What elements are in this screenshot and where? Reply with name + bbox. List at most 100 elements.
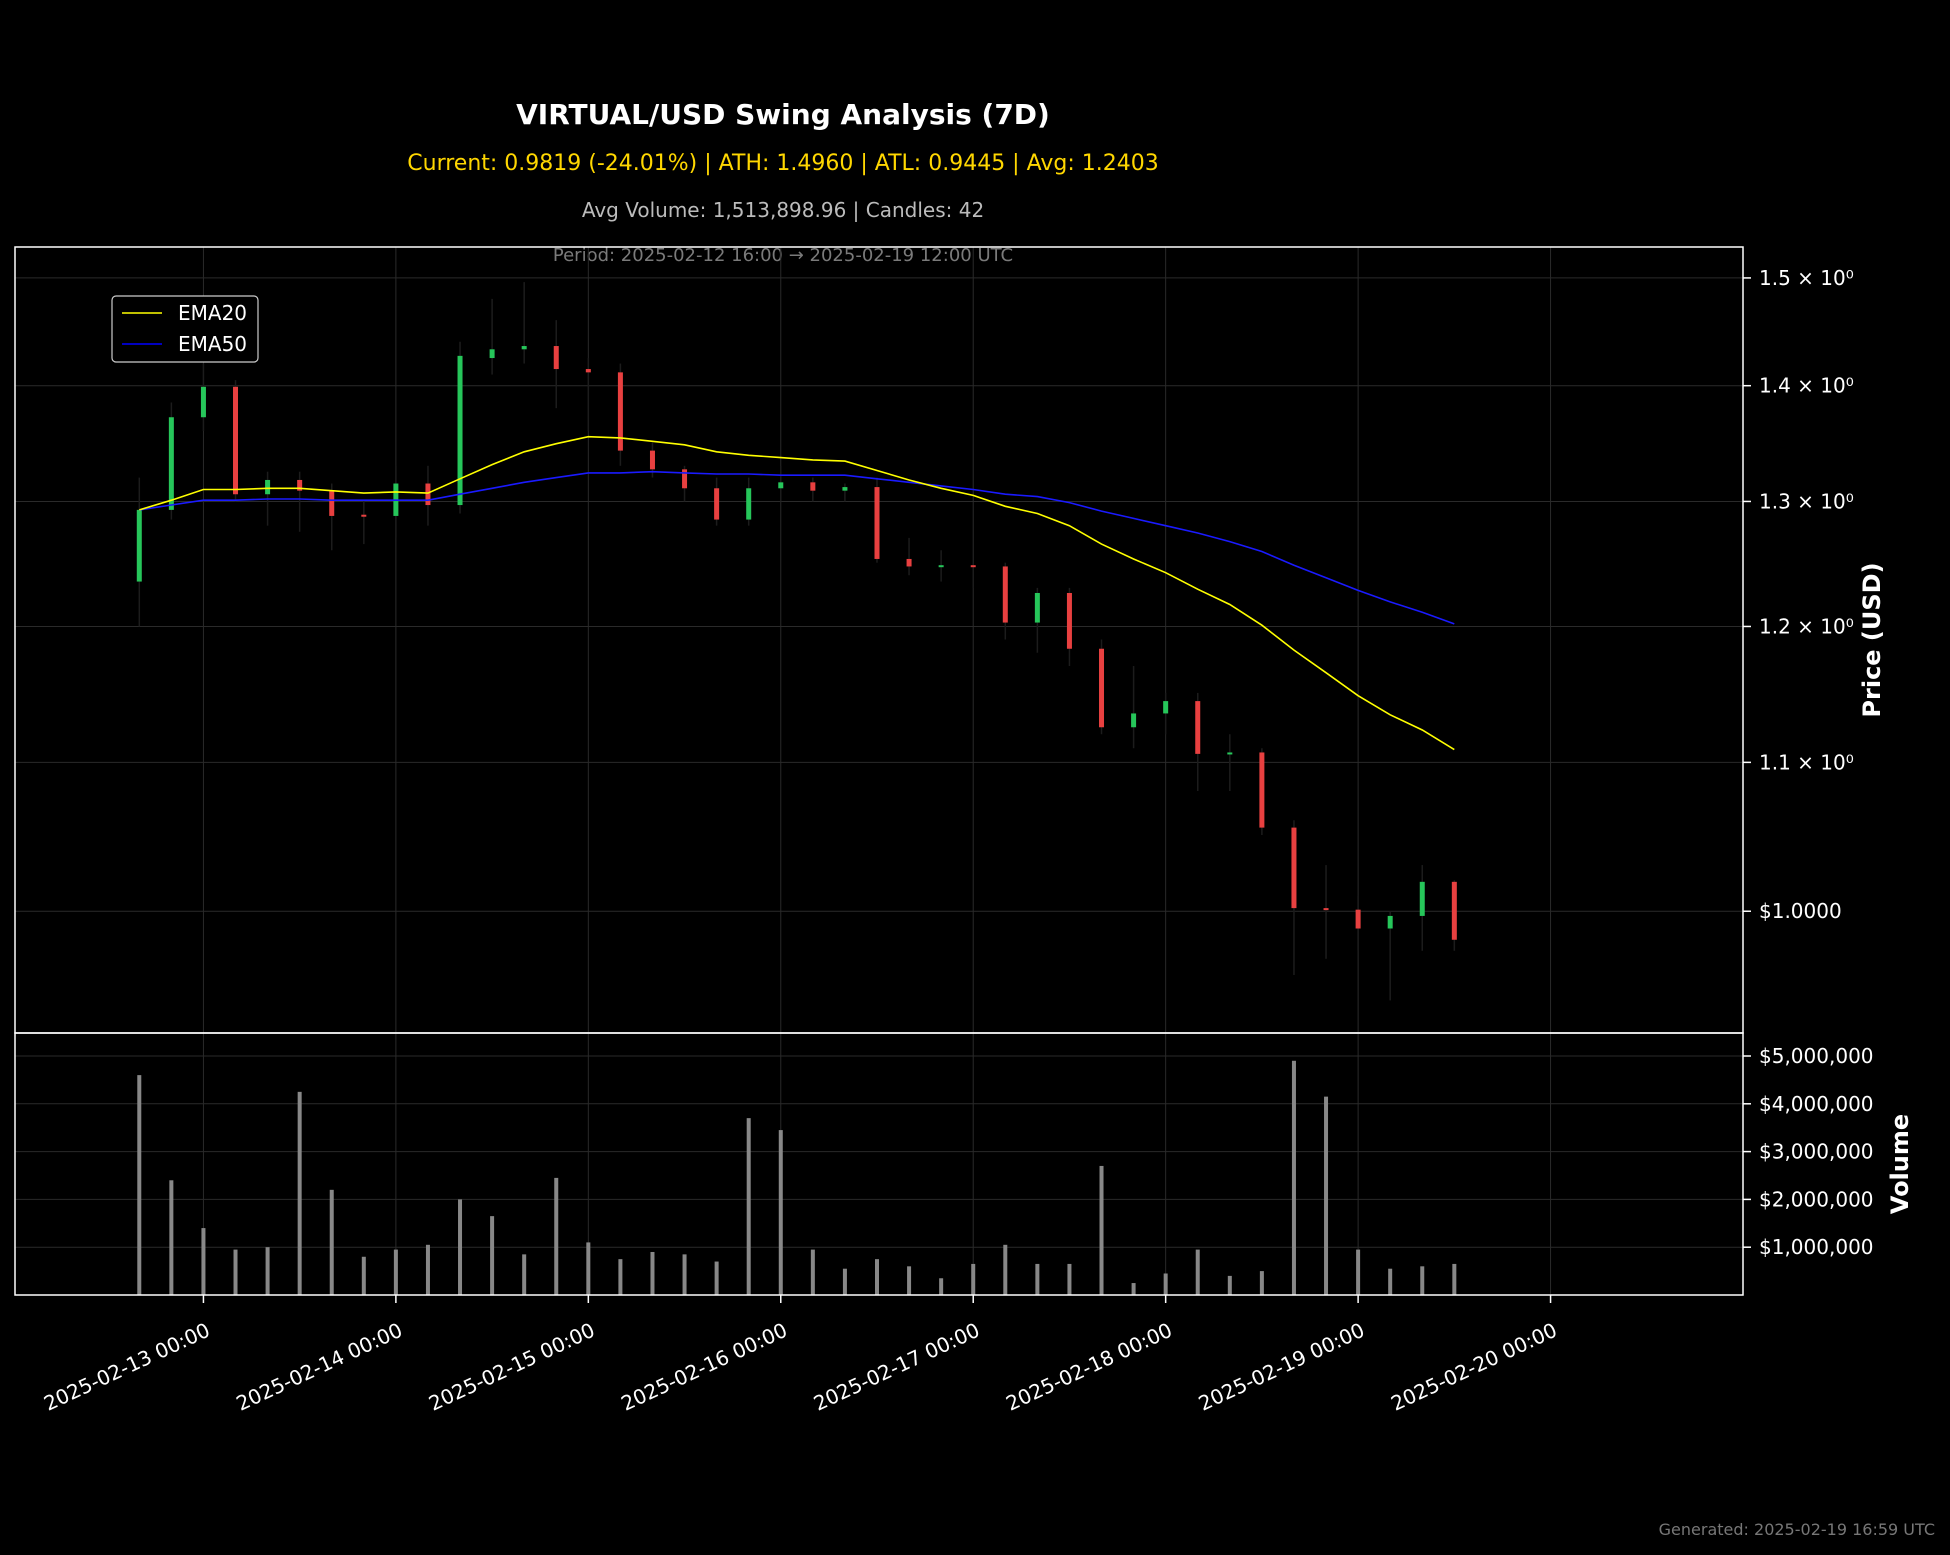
x-tick-label: 2025-02-18 00:00 (1002, 1318, 1175, 1416)
volume-bar (1195, 1249, 1200, 1295)
x-tick-label: 2025-02-16 00:00 (617, 1318, 790, 1416)
candle-up (136, 509, 142, 582)
candle-up (746, 488, 752, 520)
volume-bar (265, 1247, 270, 1295)
volume-bar (1452, 1263, 1457, 1295)
price-candles (136, 282, 1457, 1001)
candle-down (329, 490, 335, 516)
volume-bar (746, 1118, 751, 1295)
price-panel-frame (14, 246, 1744, 1034)
candle-up (1163, 701, 1169, 714)
plot-frames (14, 246, 1744, 1296)
candle-down (617, 372, 623, 451)
volume-bar (329, 1189, 334, 1295)
x-tick-label: 2025-02-14 00:00 (233, 1318, 406, 1416)
candle-down (1451, 881, 1457, 940)
candle-up (200, 386, 206, 418)
volume-bar (1420, 1266, 1425, 1295)
candle-down (649, 450, 655, 470)
candle-up (521, 346, 527, 350)
ema20-line (139, 435, 1455, 751)
price-tick-label: 1.5 × 10⁰ (1759, 266, 1854, 290)
x-tick-label: 2025-02-20 00:00 (1387, 1318, 1560, 1416)
candle-up (1131, 713, 1137, 728)
volume-bar (1356, 1249, 1361, 1295)
volume-bar (971, 1263, 976, 1295)
candle-up (938, 565, 944, 568)
price-tick-label: 1.3 × 10⁰ (1759, 489, 1854, 513)
candle-down (1002, 566, 1008, 623)
volume-bar (169, 1180, 174, 1295)
grid-lines (15, 247, 1743, 1295)
candle-up (457, 355, 463, 506)
volume-bar (233, 1249, 238, 1295)
ema50-line (139, 470, 1455, 625)
volume-bar (939, 1278, 944, 1295)
candle-down (1291, 827, 1297, 909)
candle-down (585, 369, 591, 373)
candle-up (778, 482, 784, 489)
candle-down (361, 514, 367, 517)
volume-bar (1163, 1273, 1168, 1295)
volume-bar (874, 1259, 879, 1295)
volume-subtitle: Avg Volume: 1,513,898.96 | Candles: 42 (581, 198, 985, 222)
candle-up (1227, 752, 1233, 755)
volume-bar (522, 1254, 527, 1295)
volume-tick-label: $1,000,000 (1759, 1235, 1874, 1259)
legend-label: EMA50 (178, 332, 247, 356)
candle-down (1099, 648, 1105, 728)
volume-bar (778, 1130, 783, 1295)
candle-down (682, 469, 688, 489)
candle-up (1419, 881, 1425, 916)
price-axis-label: Price (USD) (1858, 562, 1886, 717)
volume-bar (1291, 1060, 1296, 1295)
legend: EMA20 EMA50 (111, 295, 259, 363)
volume-tick-label: $5,000,000 (1759, 1044, 1874, 1068)
volume-bar (714, 1261, 719, 1295)
volume-bar (1131, 1283, 1136, 1295)
candle-down (1355, 909, 1361, 929)
x-tick-label: 2025-02-13 00:00 (40, 1318, 213, 1416)
volume-bars (137, 1060, 1457, 1295)
candle-down (297, 479, 303, 491)
candle-up (1034, 592, 1040, 623)
volume-bar (907, 1266, 912, 1295)
legend-label: EMA20 (178, 301, 247, 325)
volume-axis-label: Volume (1886, 1114, 1914, 1214)
volume-bar (1259, 1271, 1264, 1295)
volume-bar (1324, 1096, 1329, 1295)
volume-bar (586, 1242, 591, 1295)
candle-down (553, 346, 559, 370)
candle-down (1195, 701, 1201, 754)
candle-up (842, 487, 848, 491)
volume-tick-label: $2,000,000 (1759, 1187, 1874, 1211)
x-tick-label: 2025-02-17 00:00 (810, 1318, 983, 1416)
volume-bar (297, 1091, 302, 1295)
candle-down (714, 488, 720, 520)
volume-bar (490, 1216, 495, 1295)
candle-up (1387, 915, 1393, 929)
volume-bar (361, 1256, 366, 1295)
volume-bar (1003, 1244, 1008, 1295)
volume-bar (618, 1259, 623, 1295)
volume-bar (682, 1254, 687, 1295)
volume-bar (842, 1268, 847, 1295)
candle-down (233, 386, 239, 495)
volume-bar (650, 1251, 655, 1295)
candle-down (906, 558, 912, 567)
volume-bar (1099, 1165, 1104, 1295)
volume-bar (554, 1177, 559, 1295)
period-subtitle: Period: 2025-02-12 16:00 → 2025-02-19 12… (552, 245, 1014, 266)
price-tick-label: 1.4 × 10⁰ (1759, 374, 1854, 398)
candle-up (265, 479, 271, 495)
volume-bar (1227, 1275, 1232, 1295)
candle-down (1323, 908, 1329, 911)
x-tick-label: 2025-02-19 00:00 (1195, 1318, 1368, 1416)
volume-bar (393, 1249, 398, 1295)
candle-down (1259, 752, 1265, 828)
price-tick-label: 1.1 × 10⁰ (1759, 750, 1854, 774)
price-tick-label: 1.2 × 10⁰ (1759, 614, 1854, 638)
candle-down (810, 482, 816, 491)
price-tick-label: $1.0000 (1759, 899, 1842, 923)
